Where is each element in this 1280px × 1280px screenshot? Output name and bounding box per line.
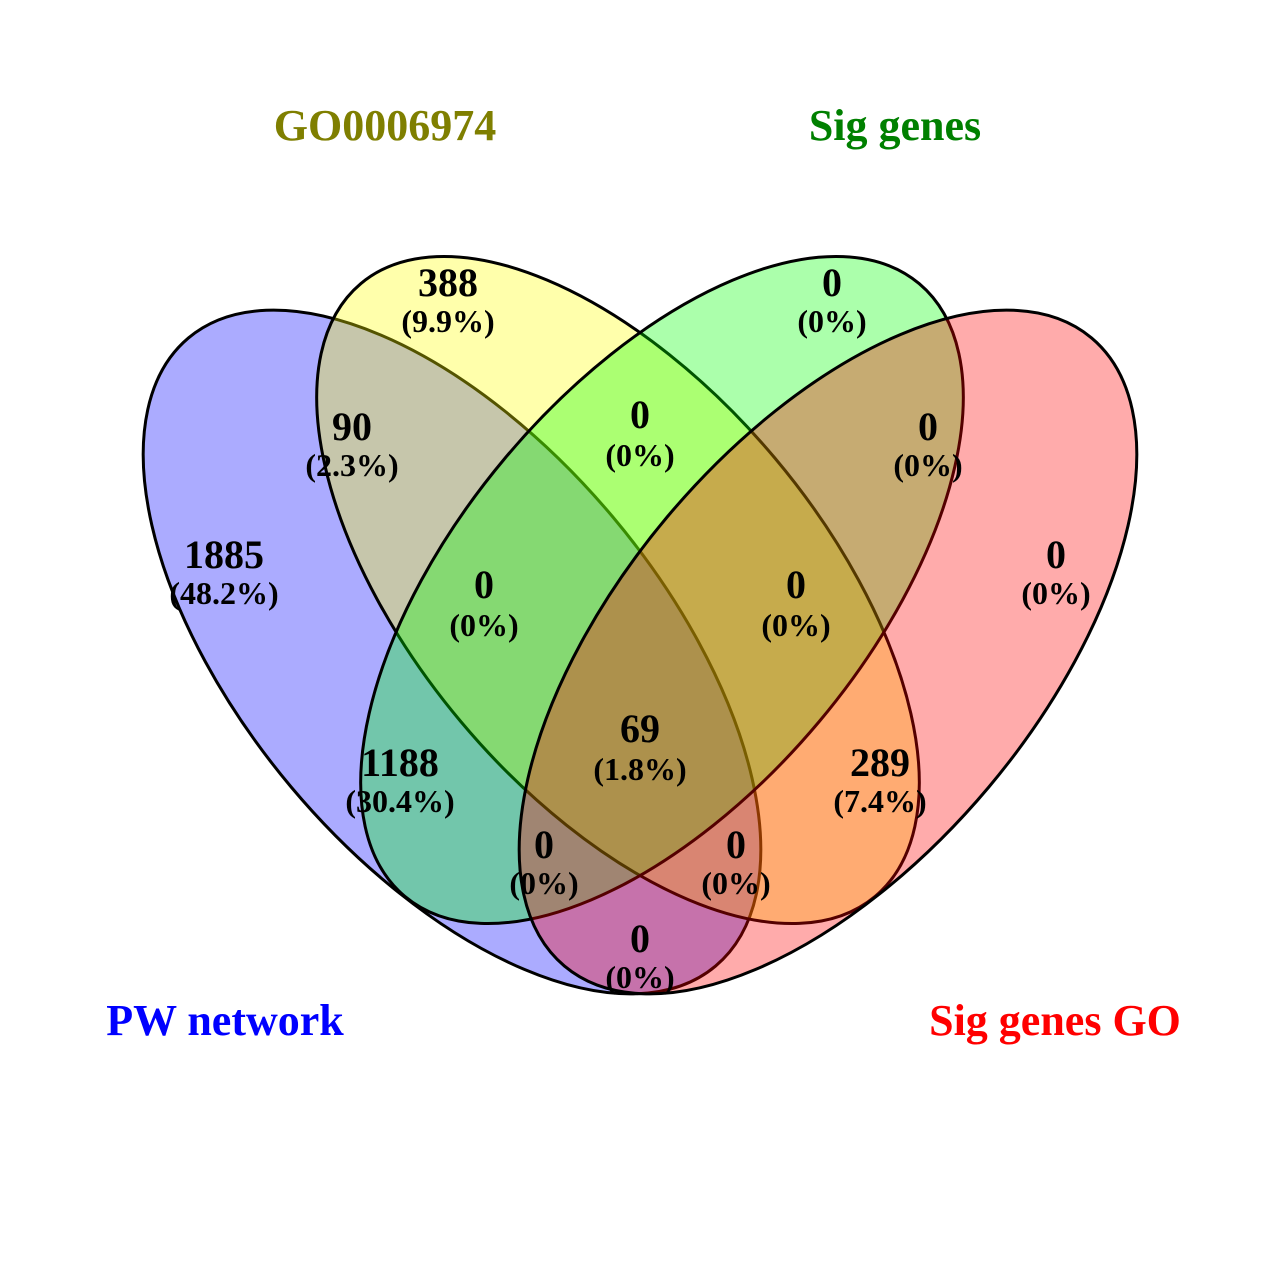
region-go-siggo: 289 (7.4%)	[833, 740, 926, 819]
region-pw-go-sig: 0 (0%)	[449, 562, 518, 643]
region-percent: (1.8%)	[593, 751, 686, 787]
region-count: 0	[534, 822, 554, 867]
set-label-sig-genes: Sig genes	[809, 101, 981, 150]
region-percent: (0%)	[1021, 575, 1090, 611]
region-count: 1188	[361, 740, 439, 785]
region-percent: (0%)	[509, 865, 578, 901]
set-label-go0006974: GO0006974	[274, 101, 496, 150]
region-count: 0	[474, 562, 494, 607]
region-percent: (0%)	[605, 437, 674, 473]
region-count: 0	[726, 822, 746, 867]
region-percent: (2.3%)	[305, 447, 398, 483]
region-percent: (0%)	[761, 607, 830, 643]
region-percent: (9.9%)	[401, 303, 494, 339]
region-count: 0	[630, 392, 650, 437]
region-pw-sig: 1188 (30.4%)	[345, 740, 454, 819]
region-pw-go: 90 (2.3%)	[305, 404, 398, 483]
region-siggo-only: 0 (0%)	[1021, 532, 1090, 611]
ellipse-sig-genes-go	[517, 308, 1139, 996]
ellipse-sig-genes	[359, 254, 965, 926]
region-count: 90	[332, 404, 372, 449]
region-percent: (30.4%)	[345, 783, 454, 819]
set-label-sig-genes-go: Sig genes GO	[929, 996, 1181, 1045]
region-percent: (7.4%)	[833, 783, 926, 819]
region-pw-only: 1885 (48.2%)	[169, 532, 278, 611]
region-percent: (0%)	[701, 865, 770, 901]
region-count: 0	[918, 404, 938, 449]
region-count: 0	[786, 562, 806, 607]
region-percent: (0%)	[797, 303, 866, 339]
venn-ellipses	[141, 254, 1139, 996]
region-count: 0	[1046, 532, 1066, 577]
region-percent: (0%)	[605, 959, 674, 995]
region-count: 388	[418, 260, 478, 305]
region-count: 69	[620, 706, 660, 751]
region-pw-siggo: 0 (0%)	[605, 916, 674, 995]
region-all: 69 (1.8%)	[593, 706, 686, 787]
region-percent: (48.2%)	[169, 575, 278, 611]
region-sig-only: 0 (0%)	[797, 260, 866, 339]
region-go-sig: 0 (0%)	[605, 392, 674, 473]
region-count: 0	[630, 916, 650, 961]
region-count: 289	[850, 740, 910, 785]
region-percent: (0%)	[449, 607, 518, 643]
region-go-sig-siggo: 0 (0%)	[761, 562, 830, 643]
region-pw-sig-siggo: 0 (0%)	[509, 822, 578, 901]
set-label-pw-network: PW network	[106, 996, 344, 1045]
ellipse-pw-network	[141, 308, 763, 996]
region-count: 0	[822, 260, 842, 305]
region-pw-go-siggo: 0 (0%)	[701, 822, 770, 901]
region-go-only: 388 (9.9%)	[401, 260, 494, 339]
region-percent: (0%)	[893, 447, 962, 483]
region-count: 1885	[184, 532, 264, 577]
region-sig-siggo: 0 (0%)	[893, 404, 962, 483]
